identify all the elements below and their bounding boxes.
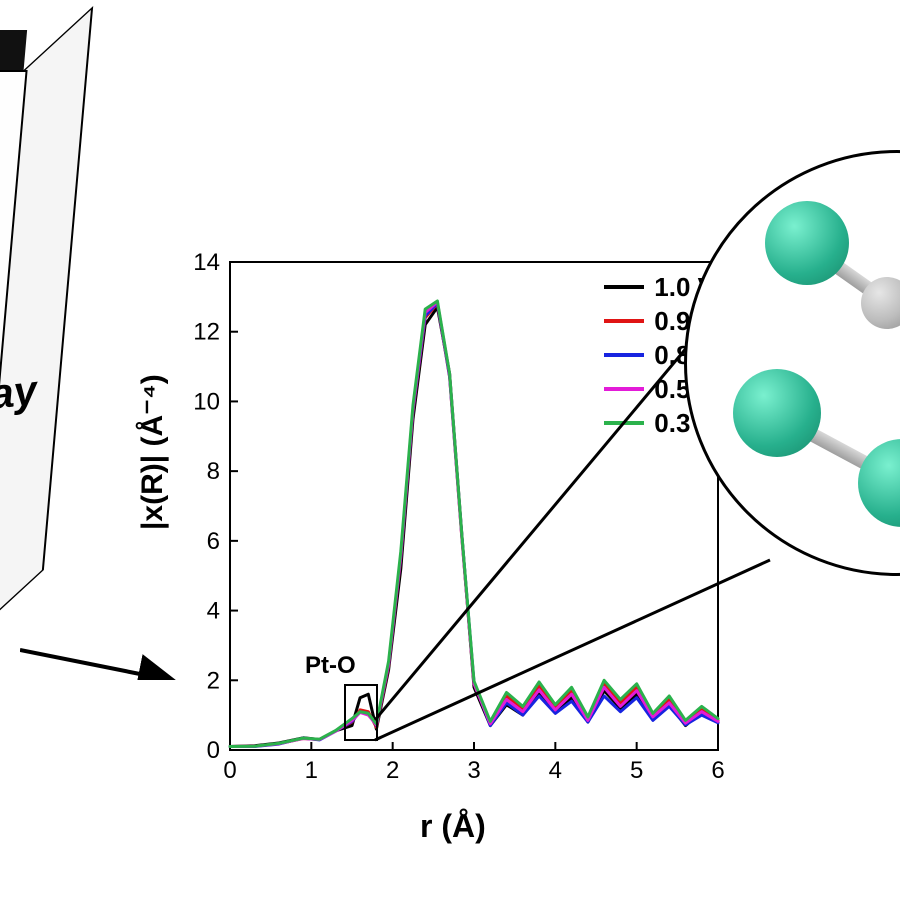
atom-green xyxy=(765,201,849,285)
pt-o-annotation: Pt-O xyxy=(305,652,356,680)
y-axis-label: |x(R)| (Å⁻⁴) xyxy=(135,374,170,530)
ray-label: Ray xyxy=(0,366,39,422)
legend-swatch xyxy=(604,285,644,289)
svg-text:6: 6 xyxy=(711,757,724,784)
atom-green xyxy=(733,369,821,457)
svg-text:3: 3 xyxy=(467,757,480,784)
svg-text:5: 5 xyxy=(630,757,643,784)
x-axis-label: r (Å) xyxy=(420,808,486,845)
svg-text:14: 14 xyxy=(193,250,220,276)
svg-text:4: 4 xyxy=(549,757,562,784)
svg-text:6: 6 xyxy=(207,528,220,555)
legend-swatch xyxy=(604,421,644,425)
svg-text:4: 4 xyxy=(207,598,220,625)
atom-green xyxy=(858,439,900,527)
atom-gray xyxy=(861,277,900,329)
svg-text:10: 10 xyxy=(193,388,220,415)
svg-text:0: 0 xyxy=(223,757,236,784)
svg-text:2: 2 xyxy=(207,667,220,694)
legend-swatch xyxy=(604,319,644,323)
svg-text:8: 8 xyxy=(207,458,220,485)
legend-swatch xyxy=(604,353,644,357)
svg-text:1: 1 xyxy=(305,757,318,784)
svg-text:12: 12 xyxy=(193,319,220,346)
svg-text:0: 0 xyxy=(207,737,220,764)
svg-text:2: 2 xyxy=(386,757,399,784)
xray-source-prism xyxy=(0,20,128,660)
legend-swatch xyxy=(604,387,644,391)
figure-stage: Ray |x(R)| (Å⁻⁴) r (Å) 01234560246810121… xyxy=(0,0,900,900)
